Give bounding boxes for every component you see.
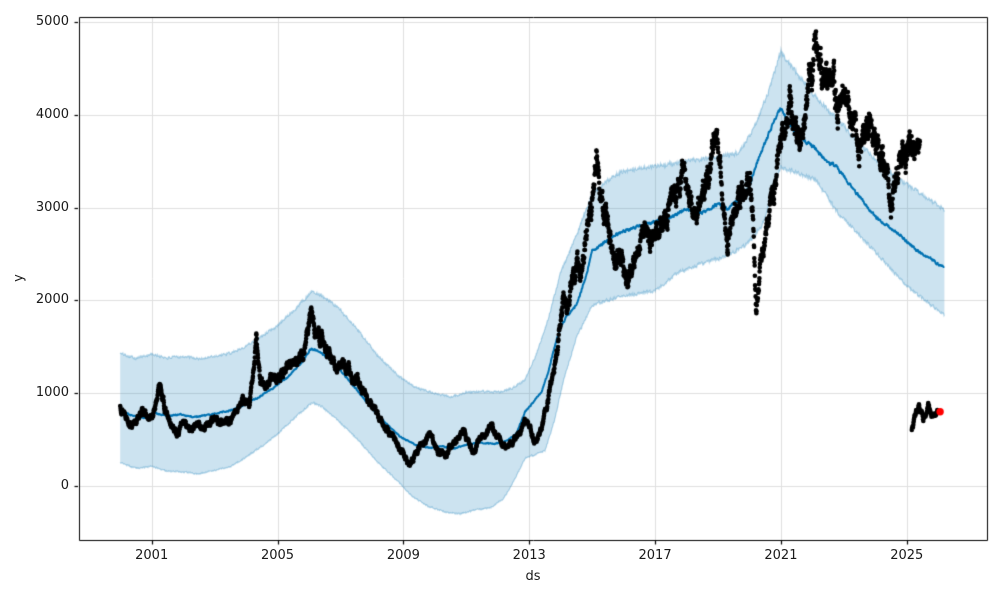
x-tick-label: 2013: [512, 548, 546, 563]
x-axis-label: ds: [525, 569, 541, 584]
y-tick-label: 4000: [35, 106, 69, 122]
y-tick-label: 0: [60, 478, 69, 493]
y-axis-label: y: [11, 274, 27, 282]
x-tick-label: 2017: [638, 548, 672, 563]
y-tick-label: 1000: [35, 385, 69, 401]
x-tick-label: 2021: [764, 548, 798, 563]
y-tick-label: 2000: [35, 292, 69, 308]
x-tick-label: 2009: [386, 548, 420, 563]
y-tick-label: 3000: [35, 199, 69, 215]
x-tick-label: 2025: [890, 548, 924, 563]
y-tick-label: 5000: [35, 14, 69, 30]
x-tick-label: 2005: [260, 548, 295, 563]
x-tick-label: 2001: [135, 548, 169, 563]
